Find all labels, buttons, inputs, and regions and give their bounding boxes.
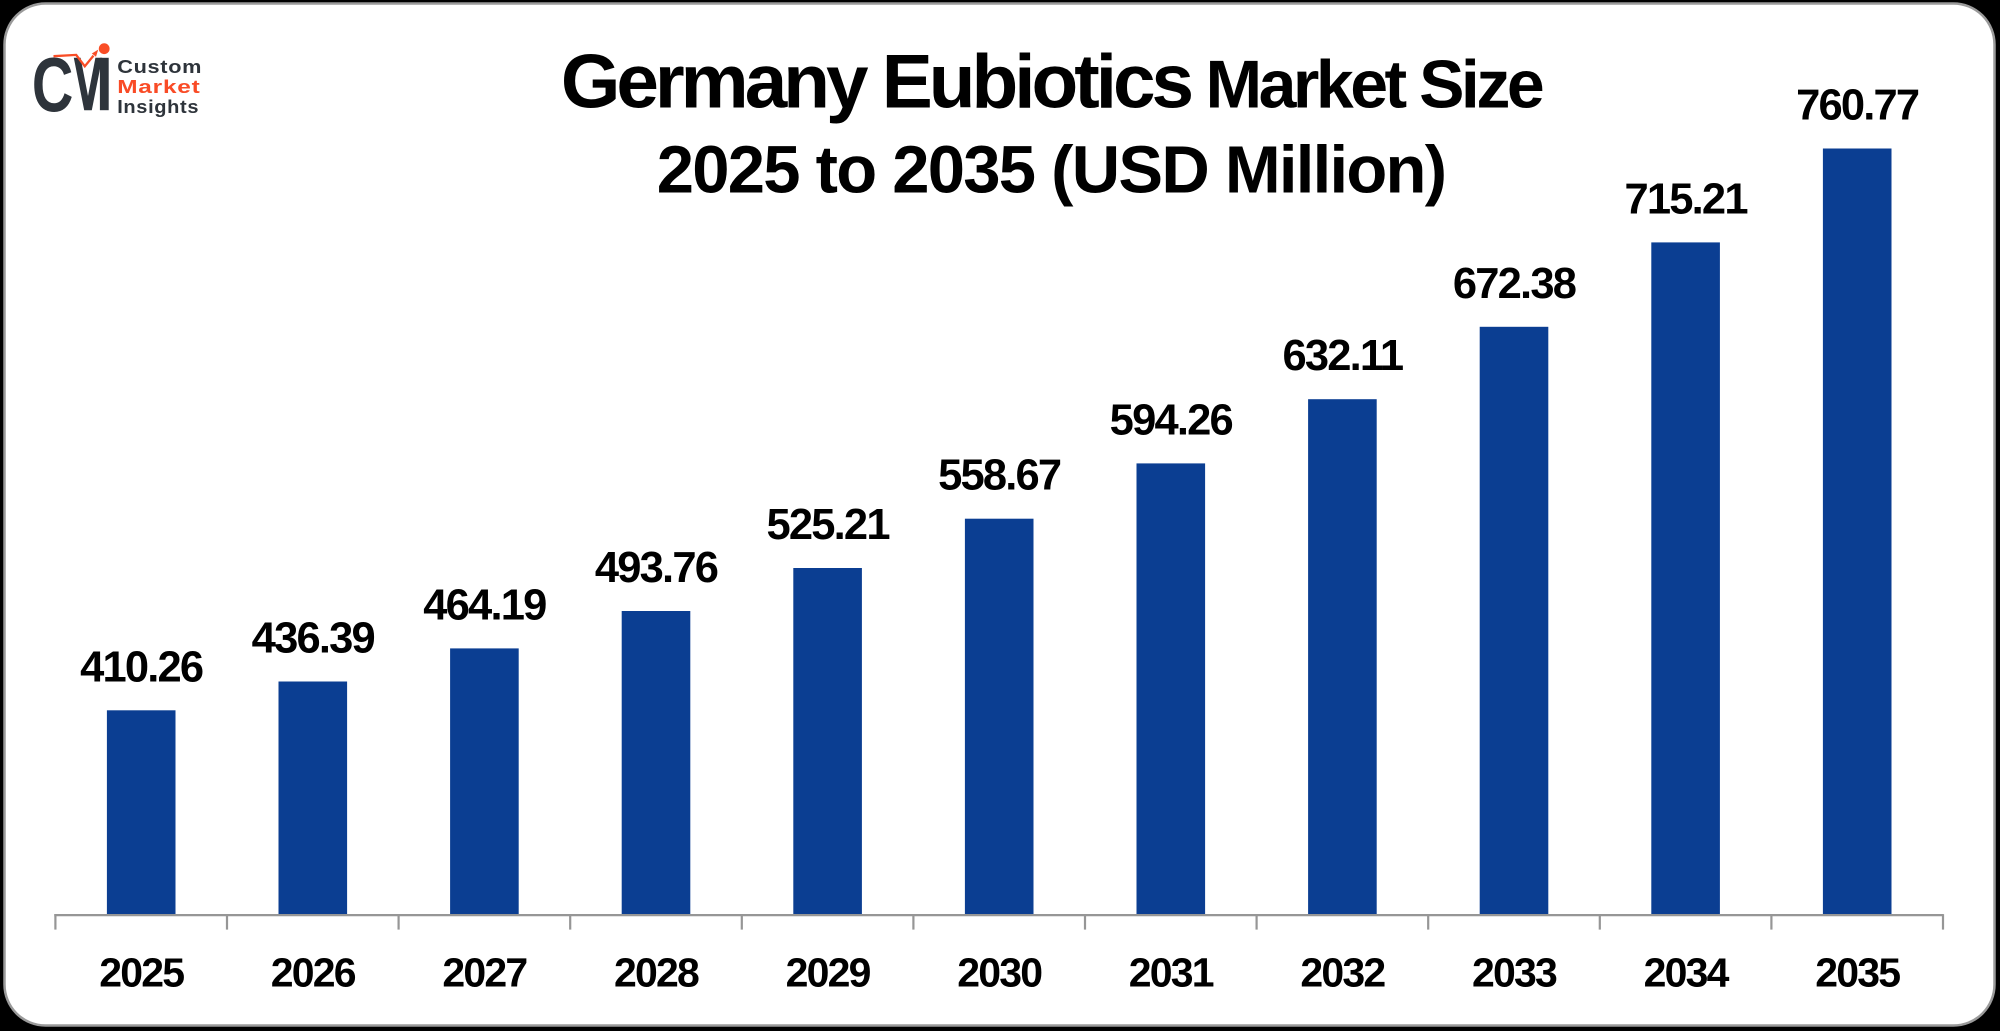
svg-text:436.39: 436.39	[252, 615, 375, 663]
svg-text:2025 to 2035 (USD Million): 2025 to 2035 (USD Million)	[657, 133, 1446, 208]
svg-text:2034: 2034	[1644, 950, 1730, 996]
svg-text:2033: 2033	[1472, 950, 1557, 996]
svg-text:558.67: 558.67	[938, 452, 1061, 500]
svg-text:2027: 2027	[442, 950, 526, 996]
svg-text:464.19: 464.19	[423, 581, 546, 629]
svg-text:C: C	[32, 43, 73, 128]
svg-text:Insights: Insights	[117, 98, 199, 118]
svg-text:525.21: 525.21	[766, 501, 889, 549]
svg-text:410.26: 410.26	[80, 643, 203, 691]
svg-text:715.21: 715.21	[1624, 175, 1747, 223]
svg-text:760.77: 760.77	[1796, 82, 1919, 130]
svg-text:2029: 2029	[786, 950, 871, 996]
svg-text:2031: 2031	[1129, 950, 1214, 996]
svg-text:2035: 2035	[1815, 950, 1900, 996]
svg-text:2026: 2026	[271, 950, 356, 996]
svg-text:Custom: Custom	[117, 57, 202, 77]
svg-text:632.11: 632.11	[1282, 332, 1402, 380]
svg-text:2032: 2032	[1300, 950, 1385, 996]
svg-text:Market: Market	[117, 76, 200, 97]
svg-text:Germany Eubiotics Market Size: Germany Eubiotics Market Size	[561, 40, 1543, 125]
svg-text:493.76: 493.76	[595, 544, 718, 592]
svg-text:594.26: 594.26	[1110, 396, 1233, 444]
svg-text:672.38: 672.38	[1453, 260, 1576, 308]
svg-text:2028: 2028	[614, 950, 699, 996]
svg-text:2030: 2030	[957, 950, 1042, 996]
svg-text:2025: 2025	[99, 950, 184, 996]
